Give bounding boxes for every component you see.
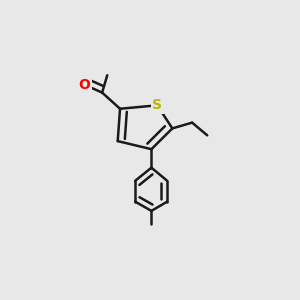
Text: S: S xyxy=(152,98,162,112)
Text: O: O xyxy=(78,77,90,92)
